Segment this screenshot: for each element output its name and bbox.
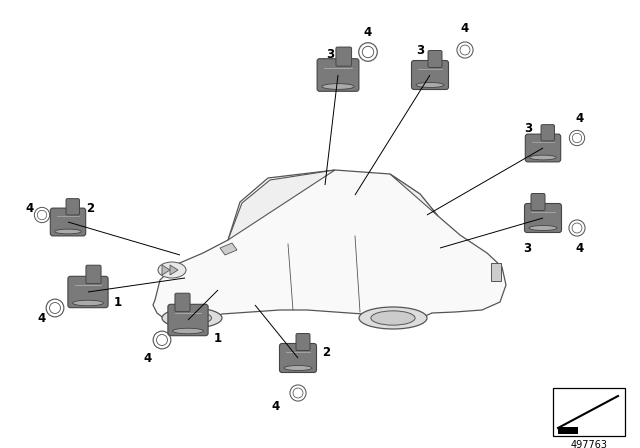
FancyBboxPatch shape (336, 47, 351, 66)
FancyBboxPatch shape (68, 276, 108, 308)
Ellipse shape (173, 311, 211, 324)
FancyBboxPatch shape (541, 125, 554, 141)
FancyBboxPatch shape (317, 59, 359, 91)
FancyBboxPatch shape (296, 333, 310, 350)
Ellipse shape (371, 311, 415, 325)
Ellipse shape (157, 335, 168, 345)
Ellipse shape (293, 388, 303, 398)
FancyBboxPatch shape (86, 265, 101, 284)
Ellipse shape (322, 84, 354, 89)
Text: 3: 3 (524, 121, 532, 134)
Ellipse shape (460, 45, 470, 55)
Ellipse shape (173, 328, 204, 334)
Ellipse shape (72, 300, 104, 306)
Bar (558, 427, 578, 434)
FancyBboxPatch shape (280, 344, 317, 372)
Ellipse shape (37, 210, 47, 220)
Ellipse shape (416, 82, 444, 87)
FancyBboxPatch shape (66, 198, 79, 215)
FancyBboxPatch shape (168, 304, 208, 336)
Text: 4: 4 (144, 352, 152, 365)
Polygon shape (390, 174, 438, 216)
Bar (491, 263, 501, 281)
Text: 4: 4 (364, 26, 372, 39)
Text: 4: 4 (272, 400, 280, 413)
Ellipse shape (158, 262, 186, 278)
Ellipse shape (49, 302, 60, 314)
Polygon shape (228, 170, 335, 240)
FancyBboxPatch shape (175, 293, 190, 312)
Polygon shape (153, 170, 506, 322)
Text: 4: 4 (576, 241, 584, 254)
Ellipse shape (530, 155, 556, 160)
Text: 3: 3 (416, 43, 424, 56)
Ellipse shape (362, 46, 374, 58)
Text: 1: 1 (214, 332, 222, 345)
Text: 4: 4 (38, 311, 46, 324)
Text: 4: 4 (576, 112, 584, 125)
Ellipse shape (529, 225, 557, 231)
Ellipse shape (572, 223, 582, 233)
Text: 3: 3 (523, 241, 531, 254)
FancyBboxPatch shape (51, 208, 86, 236)
Ellipse shape (284, 366, 312, 370)
Polygon shape (220, 243, 237, 255)
Polygon shape (162, 265, 170, 275)
Text: 3: 3 (326, 48, 334, 61)
Text: 2: 2 (86, 202, 94, 215)
Ellipse shape (572, 134, 582, 143)
Ellipse shape (162, 308, 222, 328)
FancyBboxPatch shape (412, 60, 449, 90)
Ellipse shape (359, 307, 427, 329)
Text: 2: 2 (322, 345, 330, 358)
FancyBboxPatch shape (531, 194, 545, 211)
Text: 1: 1 (114, 296, 122, 309)
Text: 4: 4 (26, 202, 34, 215)
Polygon shape (170, 265, 178, 275)
FancyBboxPatch shape (525, 203, 561, 233)
Text: 497763: 497763 (570, 440, 607, 448)
Ellipse shape (54, 229, 81, 234)
Bar (553, 388, 625, 436)
Text: 4: 4 (461, 22, 469, 34)
FancyBboxPatch shape (428, 51, 442, 68)
FancyBboxPatch shape (525, 134, 561, 162)
